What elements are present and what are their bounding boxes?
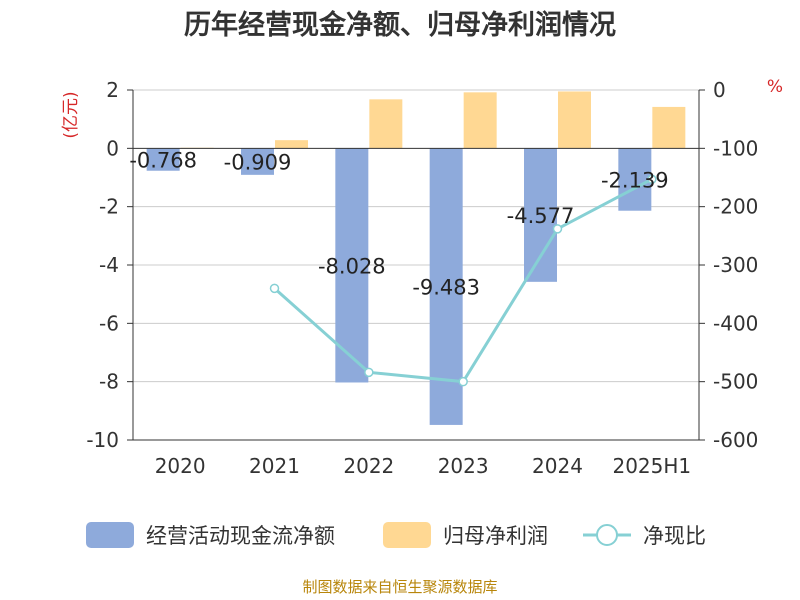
bar-netprofit <box>558 91 591 149</box>
left-tick-label: -2 <box>99 195 119 219</box>
cashflow-value-label: -4.577 <box>507 204 575 228</box>
ratio-point <box>458 376 468 387</box>
left-tick-label: -4 <box>99 253 119 277</box>
left-tick-label: -6 <box>99 311 119 335</box>
bar-cashflow <box>618 148 652 211</box>
x-tick-label: 2021 <box>249 454 300 478</box>
right-tick-label: -300 <box>713 253 758 277</box>
legend-swatch-cashflow <box>86 522 134 548</box>
ratio-point <box>269 283 280 294</box>
x-tick-label: 2024 <box>532 454 583 478</box>
bar-cashflow <box>146 148 180 171</box>
axes: 20-2-4-6-8-100-100-200-300-400-500-60020… <box>86 78 758 478</box>
x-tick-label: 2023 <box>438 454 489 478</box>
legend-label-netprofit: 归母净利润 <box>443 524 548 548</box>
chart-title: 历年经营现金净额、归母净利润情况 <box>184 9 616 41</box>
cashflow-value-label: -8.028 <box>318 254 386 278</box>
ratio-point <box>552 224 563 234</box>
right-tick-label: -200 <box>713 195 758 219</box>
bar-netprofit <box>652 106 686 149</box>
legend-swatch-ratio-marker <box>596 524 618 546</box>
legend: 经营活动现金流净额 归母净利润 净现比 <box>86 522 706 548</box>
cashflow-value-label: -0.909 <box>224 151 292 175</box>
left-tick-label: 2 <box>106 78 119 102</box>
x-tick-label: 2025H1 <box>612 454 691 478</box>
bar-netprofit <box>463 92 497 149</box>
source-note: 制图数据来自恒生聚源数据库 <box>302 578 497 596</box>
right-tick-label: -600 <box>713 428 758 452</box>
right-tick-label: -100 <box>713 136 758 160</box>
legend-swatch-netprofit <box>383 522 431 548</box>
right-tick-label: -500 <box>713 370 758 394</box>
right-tick-label: 0 <box>713 78 726 102</box>
cashflow-value-label: -9.483 <box>412 276 480 300</box>
bar-netprofit <box>369 99 403 149</box>
legend-label-cashflow: 经营活动现金流净额 <box>146 524 335 548</box>
bars <box>146 91 686 425</box>
left-axis-unit: (亿元) <box>61 91 81 138</box>
right-tick-label: -400 <box>713 311 758 335</box>
bar-cashflow <box>524 148 557 282</box>
ratio-line <box>269 174 657 387</box>
ratio-point <box>364 367 374 378</box>
x-tick-label: 2020 <box>155 454 206 478</box>
bar-netprofit <box>275 140 308 149</box>
ratio-point <box>647 174 657 184</box>
cashflow-value-label: -2.139 <box>601 169 669 193</box>
left-tick-label: -10 <box>86 428 119 452</box>
bar-cashflow <box>335 148 369 383</box>
cashflow-value-label: -0.768 <box>129 149 197 173</box>
bar-cashflow <box>241 148 274 175</box>
left-tick-label: 0 <box>106 136 119 160</box>
right-axis-unit: % <box>767 77 783 97</box>
left-tick-label: -8 <box>99 370 119 394</box>
legend-label-ratio: 净现比 <box>643 524 706 548</box>
data-labels: -0.768 -0.909 -8.028 -9.483 -4.577 -2.139 <box>129 149 668 300</box>
x-tick-label: 2022 <box>343 454 394 478</box>
grid <box>133 89 699 441</box>
